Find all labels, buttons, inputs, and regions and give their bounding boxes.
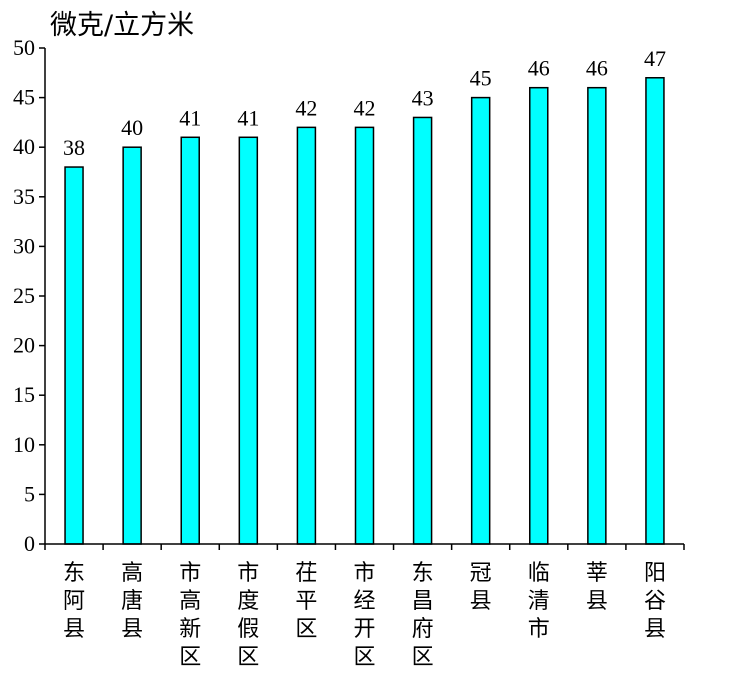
- y-tick-label: 5: [24, 481, 35, 506]
- data-label: 41: [179, 105, 201, 130]
- category-label: 高唐县: [121, 561, 143, 642]
- data-label: 47: [644, 46, 666, 71]
- bar: [122, 146, 142, 545]
- data-label: 46: [586, 56, 608, 81]
- y-tick-label: 35: [13, 184, 35, 209]
- y-tick-label: 30: [13, 233, 35, 258]
- data-labels-group: 38 40 41 41 42 42 43 45 46 46 47: [63, 46, 666, 160]
- axes-group: [44, 48, 685, 550]
- bar: [587, 86, 607, 545]
- bar: [296, 126, 317, 545]
- data-label: 38: [63, 135, 85, 160]
- data-label: 46: [528, 56, 550, 81]
- y-tick-label: 50: [13, 35, 35, 60]
- data-label: 42: [295, 95, 317, 120]
- bar: [354, 126, 375, 545]
- bar: [64, 166, 84, 545]
- y-tick-label: 25: [13, 283, 35, 308]
- category-labels-group: 东阿县 高唐县 市高新区 市度假区 茌平区 市经开区 东昌府区 冠县 临清市 莘县 阳谷县: [63, 561, 666, 670]
- bar: [180, 136, 200, 545]
- category-label: 市经开区: [353, 561, 375, 670]
- category-label: 市高新区: [179, 561, 201, 670]
- category-label: 临清市: [528, 561, 550, 642]
- bar: [529, 86, 549, 545]
- bar: [470, 96, 491, 545]
- category-label: 市度假区: [237, 561, 259, 670]
- y-tick-label: 10: [13, 432, 35, 457]
- y-tick-label: 20: [13, 333, 35, 358]
- bar: [645, 77, 665, 545]
- y-tick-label: 0: [24, 531, 35, 556]
- category-label: 东昌府区: [412, 561, 434, 670]
- y-tick-label: 45: [13, 85, 35, 110]
- bars-group: [64, 77, 665, 545]
- y-tick-label: 40: [13, 134, 35, 159]
- category-label: 莘县: [586, 561, 608, 614]
- category-label: 东阿县: [63, 561, 85, 642]
- data-label: 41: [237, 105, 259, 130]
- data-label: 45: [470, 66, 492, 91]
- data-label: 43: [412, 85, 434, 110]
- y-axis-unit-label: 微克/立方米: [50, 10, 194, 41]
- bar: [238, 136, 259, 545]
- category-label: 阳谷县: [644, 561, 666, 642]
- bar: [412, 116, 433, 545]
- data-label: 40: [121, 115, 143, 140]
- category-label: 茌平区: [295, 561, 317, 642]
- y-tick-label: 15: [13, 382, 35, 407]
- data-label: 42: [354, 95, 376, 120]
- y-axis-ticks: 0 5 10 15 20 25 30 35 40 45 50: [13, 35, 45, 556]
- category-label: 冠县: [470, 561, 492, 614]
